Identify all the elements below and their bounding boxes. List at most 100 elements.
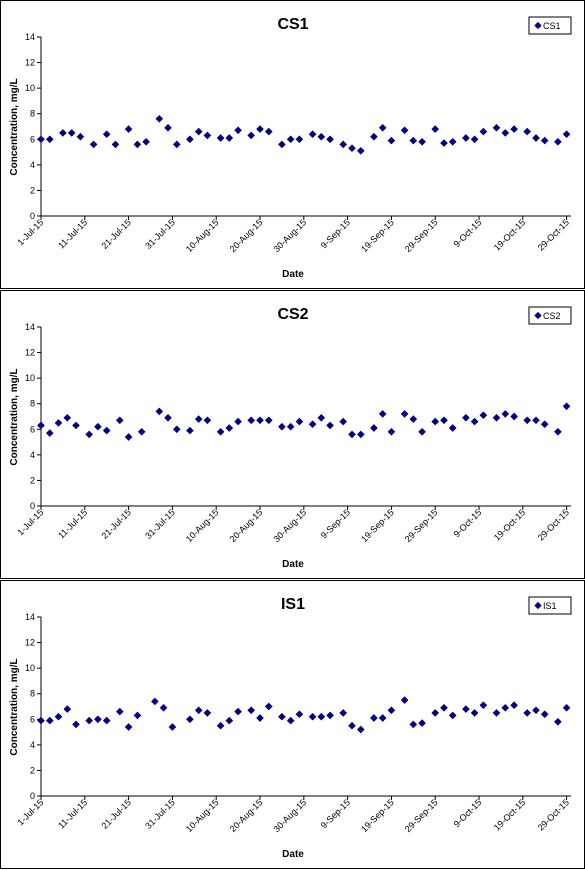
data-point <box>124 125 133 133</box>
legend: CS2 <box>528 306 572 325</box>
data-point <box>194 127 203 136</box>
data-point <box>532 416 540 425</box>
data-point <box>234 126 242 135</box>
data-point <box>378 714 387 722</box>
data-point <box>554 137 562 146</box>
data-point <box>448 711 457 720</box>
data-point <box>348 430 356 439</box>
y-tick-label: 6 <box>30 714 35 724</box>
y-tick-label: 10 <box>25 663 35 673</box>
x-tick-label: 29-Oct-15 <box>536 507 571 542</box>
y-tick-label: 2 <box>30 185 35 195</box>
data-point <box>492 709 501 717</box>
data-point <box>124 723 133 731</box>
x-tick-label: 9-Sep-15 <box>319 797 352 830</box>
legend-box <box>528 306 572 325</box>
data-point <box>194 415 203 423</box>
legend-label: CS1 <box>543 21 561 31</box>
legend-label: IS1 <box>543 601 557 611</box>
data-point <box>155 407 164 416</box>
data-point <box>278 422 286 431</box>
x-tick-label: 29-Sep-15 <box>403 217 440 254</box>
chart-panel-cs2: CS2 Concentration, mg/L Date CS2 0 2 4 6 8 10… <box>0 290 585 579</box>
chart-title: IS1 <box>281 596 305 613</box>
data-point <box>501 410 510 418</box>
data-point <box>418 427 426 436</box>
data-point <box>256 125 264 133</box>
plot-area: 0 2 4 6 8 10 12 14 1-Jul-15 11-Jul-15 21-Jul-15 31-… <box>15 322 571 544</box>
data-point <box>431 125 440 133</box>
data-point <box>326 421 334 430</box>
data-point <box>45 716 54 725</box>
x-tick-label: 29-Sep-15 <box>403 507 440 544</box>
x-tick-label: 19-Oct-15 <box>492 507 527 542</box>
y-tick-label: 10 <box>25 83 35 93</box>
data-point <box>155 114 164 123</box>
data-point <box>142 137 150 146</box>
data-point <box>440 139 448 147</box>
data-point <box>356 430 365 439</box>
data-point <box>72 421 80 430</box>
data-point <box>186 715 194 724</box>
data-point <box>479 127 488 136</box>
data-point <box>94 422 102 431</box>
data-point <box>115 707 124 716</box>
data-point <box>462 134 470 142</box>
data-point <box>186 426 194 435</box>
data-point <box>115 416 124 425</box>
data-point <box>448 137 457 146</box>
data-point <box>194 706 203 715</box>
data-point <box>94 715 102 724</box>
x-axis-title: Date <box>282 849 304 860</box>
data-point <box>295 710 304 719</box>
x-tick-label: 11-Jul-15 <box>56 797 89 830</box>
x-tick-label: 1-Jul-15 <box>15 217 45 247</box>
data-point <box>216 721 225 730</box>
data-point <box>562 703 571 712</box>
data-point <box>356 146 365 155</box>
data-point <box>102 130 111 139</box>
chart-title: CS2 <box>277 306 308 323</box>
data-point <box>67 129 76 137</box>
data-point <box>234 417 242 426</box>
data-point <box>470 135 479 144</box>
data-point <box>339 140 348 149</box>
legend-label: CS2 <box>543 311 561 321</box>
x-tick-label: 31-Jul-15 <box>143 507 177 541</box>
legend: IS1 <box>528 596 572 615</box>
data-point <box>72 720 80 729</box>
data-point <box>317 132 326 141</box>
x-tick-label: 10-Aug-15 <box>184 797 221 834</box>
data-point <box>59 129 67 137</box>
data-point <box>264 416 273 425</box>
x-tick-label: 29-Oct-15 <box>536 217 571 252</box>
y-axis-title: Concentration, mg/L <box>9 78 20 175</box>
data-point <box>418 137 426 146</box>
y-axis-title: Concentration, mg/L <box>9 658 20 755</box>
x-tick-label: 11-Jul-15 <box>56 507 89 540</box>
data-point <box>286 716 295 725</box>
data-point <box>63 705 72 713</box>
data-point <box>462 705 470 713</box>
data-point <box>532 706 540 715</box>
data-point <box>501 703 510 712</box>
x-tick-label: 19-Sep-15 <box>359 797 396 834</box>
data-point <box>247 131 256 140</box>
data-point <box>89 140 98 149</box>
x-tick-label: 10-Aug-15 <box>184 507 221 544</box>
y-tick-label: 4 <box>30 450 35 460</box>
data-point <box>216 134 225 142</box>
data-point <box>286 422 295 431</box>
data-point <box>356 725 365 734</box>
data-point <box>462 413 470 422</box>
x-tick-label: 11-Jul-15 <box>56 217 89 250</box>
data-point <box>286 135 295 144</box>
data-point <box>278 140 286 149</box>
data-point <box>278 712 286 721</box>
data-point <box>102 716 111 725</box>
data-point <box>247 416 256 425</box>
x-tick-label: 30-Aug-15 <box>271 217 308 254</box>
data-point <box>308 130 317 139</box>
y-tick-label: 12 <box>25 58 35 68</box>
x-tick-label: 31-Jul-15 <box>143 217 177 251</box>
